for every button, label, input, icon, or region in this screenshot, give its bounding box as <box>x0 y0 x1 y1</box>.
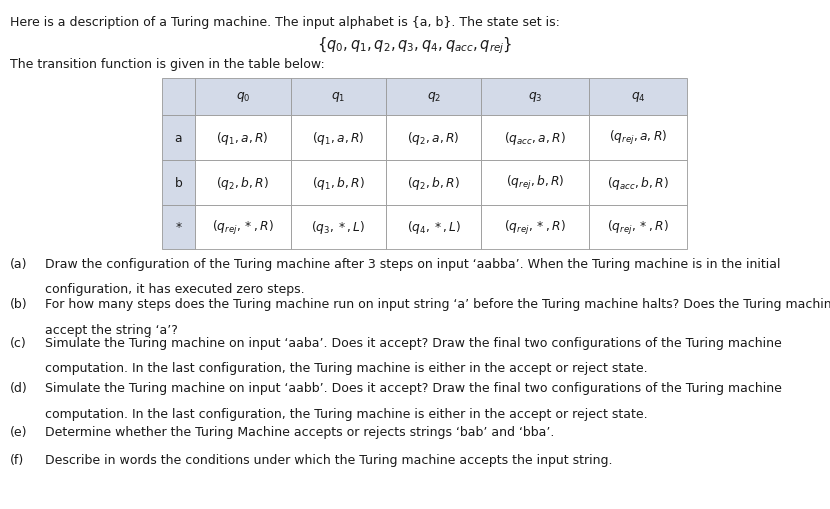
Text: $(q_{acc}, b, R)$: $(q_{acc}, b, R)$ <box>608 174 669 191</box>
Bar <box>481 205 589 250</box>
Text: $(q_1, a, R)$: $(q_1, a, R)$ <box>217 129 269 147</box>
Text: $q_3$: $q_3$ <box>528 90 543 104</box>
Bar <box>589 116 687 160</box>
Text: The transition function is given in the table below:: The transition function is given in the … <box>10 58 325 71</box>
Bar <box>589 205 687 250</box>
Bar <box>195 205 290 250</box>
Bar <box>195 160 290 205</box>
Text: Draw the configuration of the Turing machine after 3 steps on input ‘aabba’. Whe: Draw the configuration of the Turing mac… <box>45 257 780 270</box>
Bar <box>386 160 481 205</box>
Text: $(q_1, a, R)$: $(q_1, a, R)$ <box>312 129 364 147</box>
Text: a: a <box>174 131 183 145</box>
Text: Here is a description of a Turing machine. The input alphabet is {a, b}. The sta: Here is a description of a Turing machin… <box>10 16 559 29</box>
Text: (f): (f) <box>10 453 24 466</box>
Bar <box>195 79 290 116</box>
Text: $(q_2, b, R)$: $(q_2, b, R)$ <box>217 174 269 191</box>
Text: configuration, it has executed zero steps.: configuration, it has executed zero step… <box>45 282 305 295</box>
Text: $(q_{rej}, *, R)$: $(q_{rej}, *, R)$ <box>608 218 669 237</box>
Text: Simulate the Turing machine on input ‘aabb’. Does it accept? Draw the final two : Simulate the Turing machine on input ‘aa… <box>45 382 782 394</box>
Bar <box>589 79 687 116</box>
Text: $q_1$: $q_1$ <box>331 90 345 104</box>
Text: $(q_{rej}, *, R)$: $(q_{rej}, *, R)$ <box>212 218 274 237</box>
Text: Determine whether the Turing Machine accepts or rejects strings ‘bab’ and ‘bba’.: Determine whether the Turing Machine acc… <box>45 425 554 438</box>
Bar <box>290 79 386 116</box>
Text: $(q_{rej}, *, R)$: $(q_{rej}, *, R)$ <box>505 218 566 237</box>
Bar <box>162 160 195 205</box>
Text: Simulate the Turing machine on input ‘aaba’. Does it accept? Draw the final two : Simulate the Turing machine on input ‘aa… <box>45 336 782 349</box>
Text: $q_0$: $q_0$ <box>236 90 250 104</box>
Text: computation. In the last configuration, the Turing machine is either in the acce: computation. In the last configuration, … <box>45 407 647 420</box>
Text: (e): (e) <box>10 425 27 438</box>
Bar <box>162 79 195 116</box>
Bar <box>290 116 386 160</box>
Text: (b): (b) <box>10 298 27 310</box>
Text: $\{ q_0, q_1, q_2, q_3, q_4, q_{acc}, q_{rej} \}$: $\{ q_0, q_1, q_2, q_3, q_4, q_{acc}, q_… <box>317 36 513 56</box>
Bar <box>589 160 687 205</box>
Bar <box>481 116 589 160</box>
Bar <box>386 79 481 116</box>
Text: computation. In the last configuration, the Turing machine is either in the acce: computation. In the last configuration, … <box>45 361 647 374</box>
Text: $(q_2, b, R)$: $(q_2, b, R)$ <box>408 174 460 191</box>
Text: *: * <box>175 221 182 234</box>
Text: $(q_{acc}, a, R)$: $(q_{acc}, a, R)$ <box>505 129 566 147</box>
Text: $(q_{rej}, b, R)$: $(q_{rej}, b, R)$ <box>506 174 564 192</box>
Text: For how many steps does the Turing machine run on input string ‘a’ before the Tu: For how many steps does the Turing machi… <box>45 298 830 310</box>
Text: $(q_3, *, L)$: $(q_3, *, L)$ <box>311 219 365 236</box>
Text: $q_4$: $q_4$ <box>631 90 646 104</box>
Text: b: b <box>174 176 183 189</box>
Text: (c): (c) <box>10 336 27 349</box>
Bar <box>386 116 481 160</box>
Bar <box>481 160 589 205</box>
Bar <box>481 79 589 116</box>
Text: $(q_2, a, R)$: $(q_2, a, R)$ <box>408 129 460 147</box>
Text: (a): (a) <box>10 257 27 270</box>
Bar <box>290 205 386 250</box>
Text: (d): (d) <box>10 382 27 394</box>
Text: Describe in words the conditions under which the Turing machine accepts the inpu: Describe in words the conditions under w… <box>45 453 613 466</box>
Bar <box>162 116 195 160</box>
Bar <box>386 205 481 250</box>
Text: $(q_4, *, L)$: $(q_4, *, L)$ <box>407 219 461 236</box>
Bar <box>162 205 195 250</box>
Bar <box>290 160 386 205</box>
Bar <box>195 116 290 160</box>
Text: $q_2$: $q_2$ <box>427 90 441 104</box>
Text: $(q_{rej}, a, R)$: $(q_{rej}, a, R)$ <box>609 129 667 147</box>
Text: $(q_1, b, R)$: $(q_1, b, R)$ <box>312 174 364 191</box>
Text: accept the string ‘a’?: accept the string ‘a’? <box>45 323 178 336</box>
